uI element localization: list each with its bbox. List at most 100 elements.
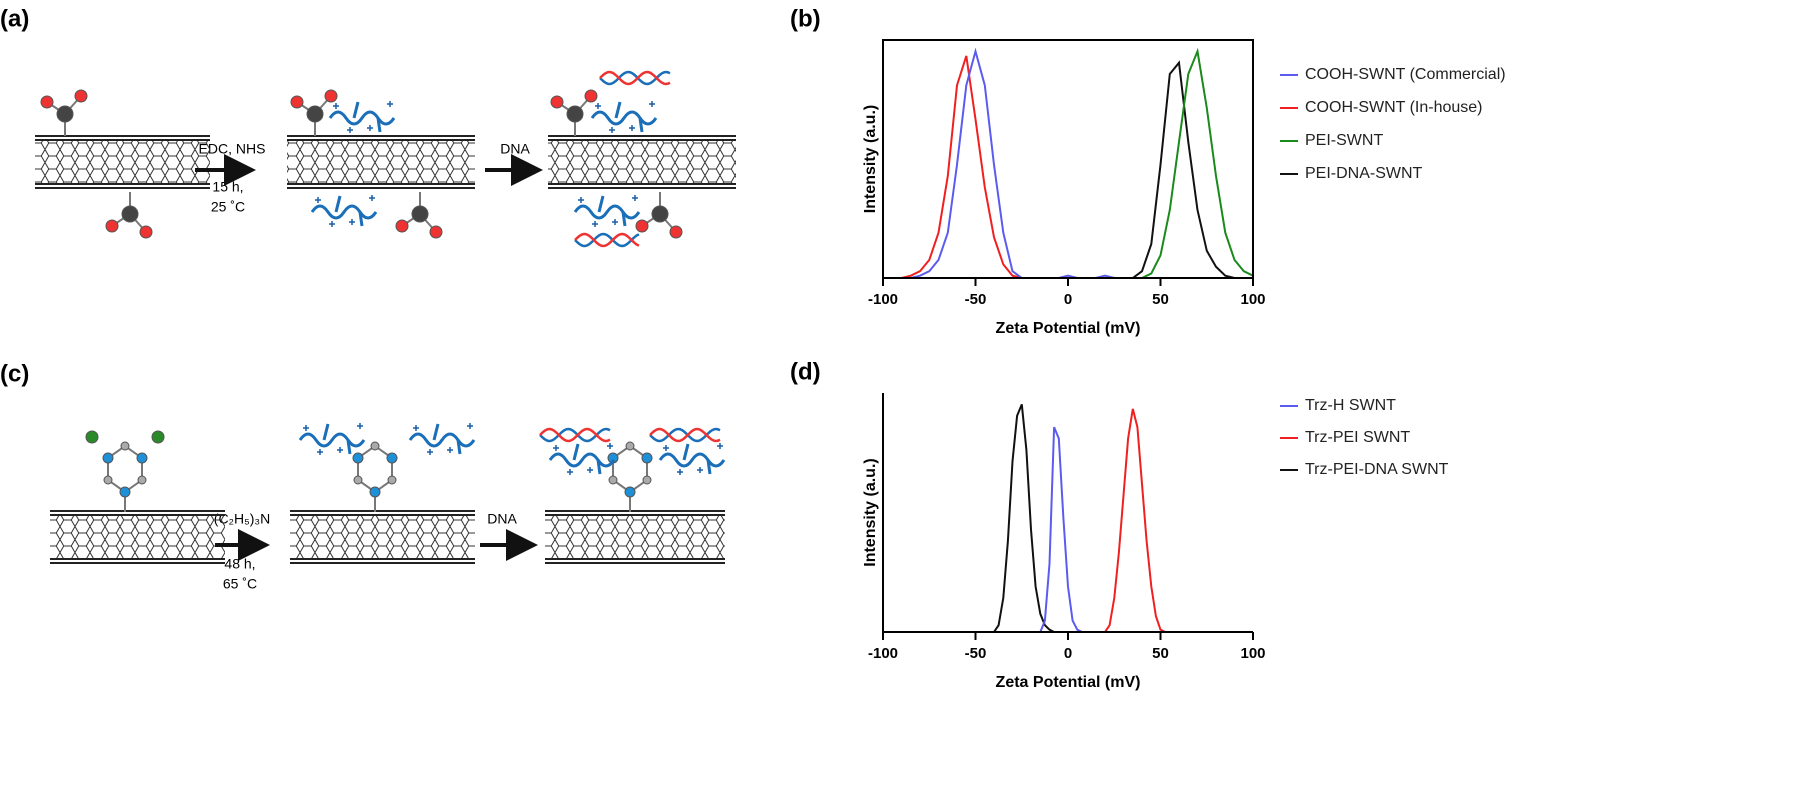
y-axis-label: Intensity (a.u.): [862, 105, 879, 213]
atom: [608, 475, 618, 485]
charge: [567, 469, 573, 475]
dna: [649, 427, 721, 443]
atom: [290, 95, 304, 109]
charge: [317, 449, 323, 455]
dna: [649, 427, 721, 443]
charge: [609, 127, 615, 133]
legend-label: COOH-SWNT (In-house): [1305, 99, 1483, 116]
polymer: [310, 195, 378, 227]
charge: [387, 101, 393, 107]
atom: [651, 205, 669, 223]
charge: [649, 101, 655, 107]
charge: [447, 447, 453, 453]
reagent: DNA: [500, 141, 530, 157]
charge: [595, 103, 601, 109]
atom: [103, 475, 113, 485]
x-tick-label: 100: [1240, 291, 1265, 308]
polymer: [590, 101, 658, 133]
atom: [102, 452, 114, 464]
charge: [303, 425, 309, 431]
charge: [612, 219, 618, 225]
data-line: [883, 47, 1254, 279]
charge: [357, 423, 363, 429]
charge: [349, 219, 355, 225]
data-line: [883, 408, 1253, 633]
polymer: [328, 101, 396, 133]
nanotube: [545, 515, 725, 559]
legend-label: PEI-DNA-SWNT: [1305, 165, 1423, 182]
x-axis-label: Zeta Potential (mV): [996, 674, 1141, 691]
nanotube: [290, 515, 475, 559]
atom: [136, 452, 148, 464]
atom: [669, 225, 683, 239]
atom: [642, 475, 652, 485]
nanotube: [287, 140, 475, 184]
atom: [625, 441, 635, 451]
atom: [121, 205, 139, 223]
dna: [599, 70, 671, 86]
x-tick-label: 50: [1152, 645, 1169, 662]
atom: [306, 105, 324, 123]
polymer: [548, 443, 616, 475]
atom: [395, 219, 409, 233]
y-axis-label: Intensity (a.u.): [862, 458, 879, 566]
atom: [370, 441, 380, 451]
panel-label: (a): [0, 5, 29, 32]
atom: [40, 95, 54, 109]
charge: [697, 467, 703, 473]
charge: [677, 469, 683, 475]
atom: [429, 225, 443, 239]
legend-label: COOH-SWNT (Commercial): [1305, 66, 1506, 83]
charge: [592, 221, 598, 227]
atom: [352, 452, 364, 464]
triazine: [357, 444, 393, 494]
reagent: DNA: [487, 511, 517, 527]
charge: [369, 195, 375, 201]
charge: [347, 127, 353, 133]
dna: [539, 427, 611, 443]
nanotube: [35, 140, 210, 184]
atom: [139, 225, 153, 239]
charge: [607, 443, 613, 449]
atom: [624, 486, 636, 498]
legend-label: Trz-PEI SWNT: [1305, 429, 1410, 446]
data-line: [883, 47, 1253, 279]
panel-label: (c): [0, 360, 29, 387]
charge: [663, 445, 669, 451]
charge: [333, 103, 339, 109]
x-tick-label: 50: [1152, 291, 1169, 308]
atom: [74, 89, 88, 103]
charge: [553, 445, 559, 451]
legend-label: Trz-H SWNT: [1305, 397, 1396, 414]
plot-frame: [882, 39, 1254, 279]
polymer: [658, 443, 726, 475]
data-line: [883, 60, 1253, 279]
charge: [632, 195, 638, 201]
x-tick-label: -50: [965, 645, 987, 662]
condition: 25 ˚C: [211, 199, 245, 215]
condition: 15 h,: [212, 179, 243, 195]
x-tick-label: 0: [1064, 291, 1072, 308]
legend-label: PEI-SWNT: [1305, 132, 1383, 149]
polymer: [573, 195, 641, 227]
charge: [717, 443, 723, 449]
data-line: [883, 55, 1253, 279]
dna: [574, 232, 640, 248]
atom: [387, 475, 397, 485]
dna: [599, 70, 671, 86]
charge: [427, 449, 433, 455]
condition: 48 h,: [224, 556, 255, 572]
x-tick-label: 0: [1064, 645, 1072, 662]
x-tick-label: 100: [1240, 645, 1265, 662]
atom: [369, 486, 381, 498]
polymer: [298, 423, 366, 455]
atom: [324, 89, 338, 103]
atom: [550, 95, 564, 109]
charge: [467, 423, 473, 429]
charge: [578, 197, 584, 203]
triazine: [612, 444, 648, 494]
x-tick-label: -50: [965, 291, 987, 308]
atom: [151, 430, 165, 444]
reagent: EDC, NHS: [199, 141, 266, 157]
